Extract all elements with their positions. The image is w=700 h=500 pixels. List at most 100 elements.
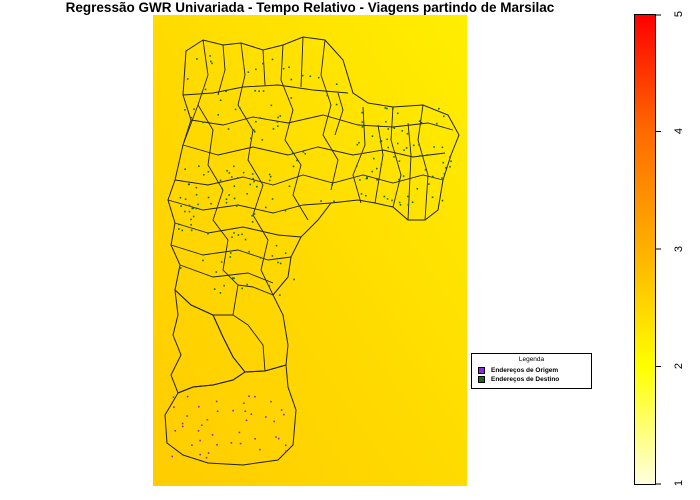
- destination-point: [184, 108, 186, 111]
- origin-point: [270, 400, 272, 403]
- destination-point: [251, 214, 253, 217]
- destination-point: [375, 167, 378, 170]
- destination-point: [309, 75, 312, 78]
- destination-point: [288, 66, 290, 69]
- destination-point: [419, 154, 421, 157]
- destination-point: [211, 62, 213, 65]
- destination-point: [277, 261, 279, 264]
- destination-point: [190, 218, 192, 221]
- destination-point: [360, 193, 363, 195]
- destination-point: [188, 210, 191, 213]
- destination-point: [272, 128, 275, 130]
- marsilac-boundary: [164, 364, 297, 466]
- destination-point: [393, 155, 395, 158]
- destination-point: [228, 172, 231, 174]
- destination-point: [433, 146, 435, 148]
- destination-point: [242, 171, 245, 174]
- destination-point: [241, 287, 243, 290]
- destination-point: [195, 186, 198, 189]
- destination-point: [190, 223, 192, 226]
- destination-point: [376, 178, 378, 181]
- destination-point: [259, 256, 262, 259]
- destination-point: [397, 112, 399, 115]
- destination-point: [255, 120, 257, 123]
- destination-point: [210, 202, 212, 205]
- destination-point: [252, 177, 254, 180]
- origin-point: [244, 410, 247, 412]
- destination-point: [290, 97, 293, 99]
- destination-point: [366, 177, 369, 179]
- origin-point: [273, 420, 275, 423]
- destination-point: [290, 78, 293, 81]
- destination-point: [230, 176, 233, 178]
- destination-point: [231, 236, 233, 239]
- destination-point: [271, 198, 274, 200]
- destination-point: [291, 152, 294, 154]
- origin-point: [245, 419, 248, 422]
- destination-point: [234, 108, 237, 111]
- destination-point: [406, 195, 409, 198]
- destination-point: [406, 132, 409, 135]
- destination-point: [293, 278, 295, 281]
- destination-point: [373, 157, 375, 160]
- destination-point: [184, 168, 186, 171]
- origin-point: [230, 442, 233, 444]
- destination-point: [233, 197, 236, 200]
- destination-point: [301, 74, 304, 77]
- destination-point: [190, 229, 193, 232]
- destination-point: [192, 207, 195, 209]
- destination-point: [380, 163, 383, 166]
- origin-point: [284, 444, 287, 447]
- destination-point: [197, 203, 199, 206]
- origin-point: [171, 455, 174, 458]
- destination-point: [178, 223, 180, 226]
- colorbar-tick-2: 2: [673, 362, 685, 370]
- destination-point: [221, 187, 223, 190]
- destination-point: [202, 259, 204, 262]
- destination-point: [441, 177, 443, 179]
- destination-point: [233, 277, 235, 280]
- destination-point: [445, 166, 447, 169]
- destination-point: [219, 179, 222, 182]
- origin-point: [211, 434, 214, 436]
- origin-point: [275, 436, 277, 438]
- destination-point: [241, 233, 243, 236]
- destination-point: [380, 140, 383, 142]
- destination-point: [233, 232, 235, 234]
- destination-point: [233, 185, 236, 187]
- destination-point: [246, 193, 248, 195]
- destination-point: [432, 175, 434, 178]
- destination-point: [335, 103, 338, 106]
- destination-point: [219, 292, 222, 294]
- destination-point: [398, 201, 401, 204]
- legend: Legenda Endereços de Origem Endereços de…: [471, 353, 592, 389]
- colorbar-tick-1: 1: [673, 479, 685, 487]
- destination-point: [247, 71, 250, 73]
- destination-point: [188, 204, 191, 207]
- destination-point: [326, 94, 329, 97]
- destination-point: [282, 67, 285, 70]
- destination-point: [277, 116, 279, 119]
- destination-point: [384, 107, 387, 109]
- destination-point: [187, 183, 190, 186]
- destination-point: [253, 180, 255, 183]
- destination-point: [359, 179, 361, 181]
- destination-point: [261, 139, 264, 141]
- destination-point: [264, 206, 267, 209]
- destination-point: [450, 160, 452, 163]
- destination-point: [398, 178, 400, 181]
- origin-point: [280, 409, 283, 411]
- destination-point: [229, 256, 232, 258]
- destination-point: [443, 172, 446, 175]
- destination-point: [220, 261, 223, 263]
- origin-point: [232, 409, 234, 412]
- destination-point: [275, 244, 278, 247]
- origin-point: [216, 410, 219, 413]
- destination-point: [302, 151, 305, 153]
- destination-point: [387, 128, 390, 130]
- destination-point: [227, 128, 230, 130]
- origin-point: [238, 431, 241, 434]
- origin-point: [172, 396, 175, 399]
- colorbar-ticks: [656, 14, 661, 485]
- origin-point: [283, 413, 285, 416]
